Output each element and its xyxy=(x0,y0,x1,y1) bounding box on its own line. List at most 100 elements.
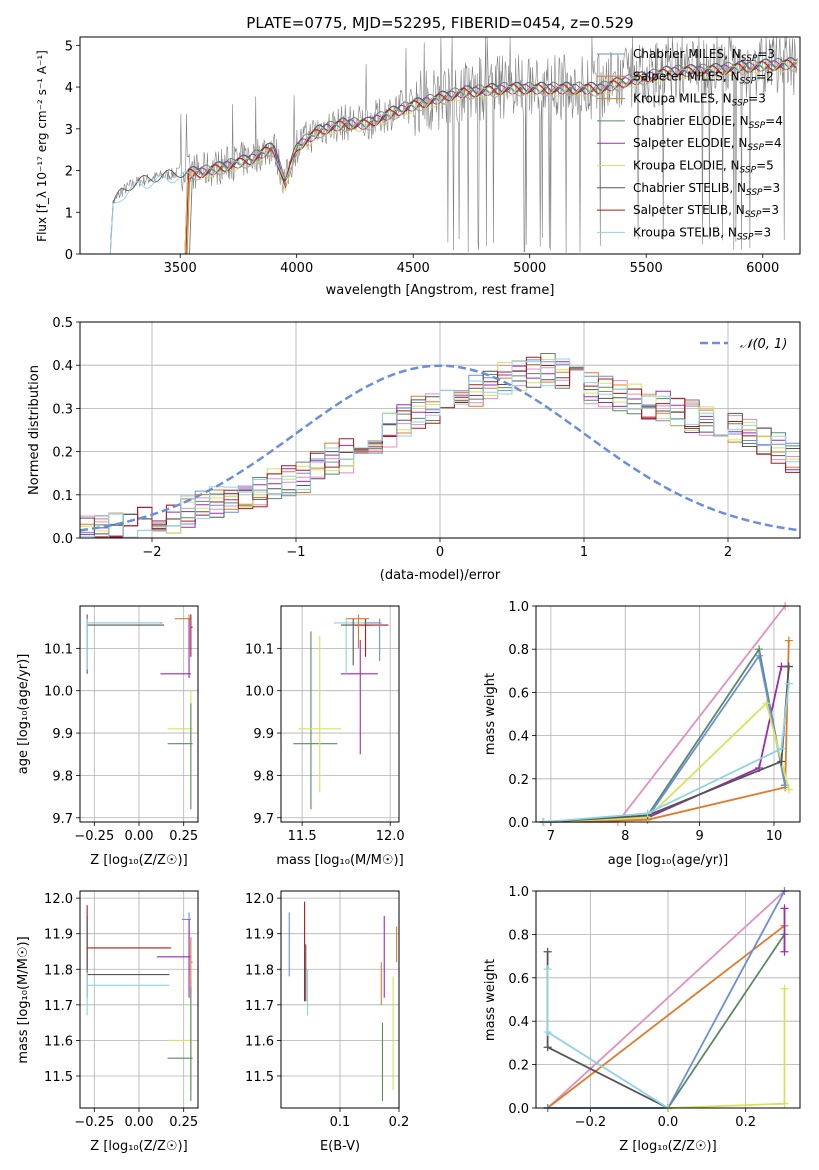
age-vs-mass-panel: 11.5 12.0 9.7 9.8 9.9 10.0 10.1 mass [log₁₀(M/… xyxy=(245,605,405,868)
y-tick-label: 0.5 xyxy=(52,316,73,331)
weight-marker xyxy=(543,965,552,974)
x-tick-label: 4500 xyxy=(397,261,430,276)
weight-line xyxy=(543,653,786,823)
axes-frame xyxy=(79,605,199,823)
y-tick-label: 9.7 xyxy=(52,812,73,827)
spectrum-model-line xyxy=(185,59,796,255)
x-tick-label: 1 xyxy=(580,545,588,560)
y-tick-label: 0.2 xyxy=(508,1059,529,1074)
y-tick-label: 5 xyxy=(65,39,73,54)
legend-entry: Salpeter STELIB, NSSP=3 xyxy=(633,203,779,220)
weight-marker xyxy=(780,947,789,956)
weight-line xyxy=(543,640,790,823)
y-tick-label: 3 xyxy=(65,123,73,138)
x-tick-label: 0 xyxy=(436,545,444,560)
gaussian-curve xyxy=(79,364,801,532)
axes-frame xyxy=(280,605,400,823)
x-tick-label: 0.25 xyxy=(169,829,198,844)
y-tick-label: 11.6 xyxy=(245,1034,274,1049)
residuals-panel: −2 −1 0 1 2 0.0 0.1 0.2 0.3 0.4 0.5 𝒩(0, 1) (data-m… xyxy=(27,316,801,583)
age-vs-mass-xlabel: mass [log₁₀(M/M☉)] xyxy=(276,853,403,868)
y-tick-label: 9.8 xyxy=(52,769,73,784)
y-tick-label: 12.0 xyxy=(245,892,274,907)
axes-frame xyxy=(280,890,400,1109)
y-tick-label: 1 xyxy=(65,206,73,221)
legend-entry: Kroupa ELODIE, NSSP=5 xyxy=(633,159,774,176)
y-tick-label: 10.0 xyxy=(44,685,73,700)
x-tick-label: 5500 xyxy=(630,261,663,276)
histogram-step-line xyxy=(80,358,800,539)
x-tick-label: 9 xyxy=(695,829,703,844)
y-tick-label: 1.0 xyxy=(508,885,529,900)
weight-marker xyxy=(543,1028,552,1037)
y-tick-label: 11.5 xyxy=(44,1070,73,1085)
y-tick-label: 11.9 xyxy=(245,928,274,943)
y-tick-label: 9.9 xyxy=(52,727,73,742)
y-tick-label: 9.9 xyxy=(253,727,274,742)
y-tick-label: 0.6 xyxy=(508,972,529,987)
weight-marker xyxy=(777,744,786,753)
y-tick-label: 11.5 xyxy=(245,1070,274,1085)
weight-marker xyxy=(784,636,793,645)
axes-frame xyxy=(79,36,801,255)
weight-marker xyxy=(777,662,786,671)
x-tick-label: 0.2 xyxy=(389,1115,410,1130)
weight-marker xyxy=(762,699,771,708)
y-tick-label: 10.1 xyxy=(44,642,73,657)
axes-frame xyxy=(79,321,801,539)
y-tick-label: 9.8 xyxy=(253,769,274,784)
y-tick-label: 1.0 xyxy=(508,600,529,615)
x-tick-label: 4000 xyxy=(280,261,313,276)
residuals-ylabel: Normed distribution xyxy=(27,365,42,495)
spectrum-model-line xyxy=(109,61,796,255)
weight-vs-z-xlabel: Z [log₁₀(Z/Z☉)] xyxy=(619,1139,716,1154)
x-tick-label: 7 xyxy=(547,829,555,844)
spectrum-title: PLATE=0775, MJD=52295, FIBERID=0454, z=0… xyxy=(246,14,633,32)
weight-line xyxy=(543,683,790,823)
weight-marker xyxy=(780,984,789,993)
mass-vs-ebv-xlabel: E(B-V) xyxy=(320,1139,360,1154)
x-tick-label: 0.25 xyxy=(169,1115,198,1130)
weight-marker xyxy=(543,1043,552,1052)
x-tick-label: 2 xyxy=(724,545,732,560)
weight-vs-age-ylabel: mass weight xyxy=(483,673,498,755)
x-tick-label: −1 xyxy=(286,545,305,560)
x-tick-label: 12.0 xyxy=(376,829,405,844)
x-tick-label: 0.1 xyxy=(330,1115,351,1130)
y-tick-label: 0.6 xyxy=(508,686,529,701)
y-tick-label: 0.4 xyxy=(52,359,73,374)
legend-entry: Salpeter MILES, NSSP=2 xyxy=(633,69,774,86)
legend-entry: Chabrier STELIB, NSSP=3 xyxy=(633,181,780,198)
y-tick-label: 12.0 xyxy=(44,892,73,907)
mass-vs-z-panel: −0.25 0.00 0.25 11.5 11.6 11.7 11.8 11.9 12.0 Z … xyxy=(16,890,199,1154)
y-tick-label: 11.8 xyxy=(44,963,73,978)
y-tick-label: 0.0 xyxy=(52,532,73,547)
x-tick-label: 5000 xyxy=(513,261,546,276)
x-tick-label: 0.0 xyxy=(658,1115,679,1130)
mass-vs-z-ylabel: mass [log₁₀(M/M☉)] xyxy=(16,936,31,1063)
y-tick-label: 2 xyxy=(65,165,73,180)
y-tick-label: 0.0 xyxy=(508,816,529,831)
weight-vs-z-ylabel: mass weight xyxy=(483,959,498,1041)
y-tick-label: 0.1 xyxy=(52,489,73,504)
x-tick-label: 3500 xyxy=(164,261,197,276)
y-tick-label: 9.7 xyxy=(253,812,274,827)
weight-marker xyxy=(784,785,793,794)
y-tick-label: 11.6 xyxy=(44,1034,73,1049)
mass-vs-ebv-panel: 0.1 0.2 11.5 11.6 11.7 11.8 11.9 12.0 E(B-V) xyxy=(245,890,410,1154)
weight-vs-z-panel: −0.2 0.0 0.2 0.0 0.2 0.4 0.6 0.8 1.0 Z [log₁₀(Z/… xyxy=(483,885,801,1154)
weight-marker xyxy=(780,904,789,913)
legend-entry: Kroupa STELIB, NSSP=3 xyxy=(633,225,771,242)
spectrum-xlabel: wavelength [Angstrom, rest frame] xyxy=(326,283,555,298)
x-tick-label: 6000 xyxy=(746,261,779,276)
x-tick-label: −0.2 xyxy=(575,1115,607,1130)
weight-line xyxy=(547,924,786,1109)
y-tick-label: 11.9 xyxy=(44,928,73,943)
age-vs-z-panel: −0.25 0.00 0.25 9.7 9.8 9.9 10.0 10.1 Z [log₁₀(… xyxy=(16,605,199,868)
y-tick-label: 0.4 xyxy=(508,730,529,745)
weight-line xyxy=(546,890,786,1109)
weight-vs-age-panel: 7 8 9 10 0.0 0.2 0.4 0.6 0.8 1.0 age [log₁₀(age/y… xyxy=(483,600,801,868)
y-tick-label: 0.0 xyxy=(508,1102,529,1117)
legend-entry: Salpeter ELODIE, NSSP=4 xyxy=(633,136,782,153)
